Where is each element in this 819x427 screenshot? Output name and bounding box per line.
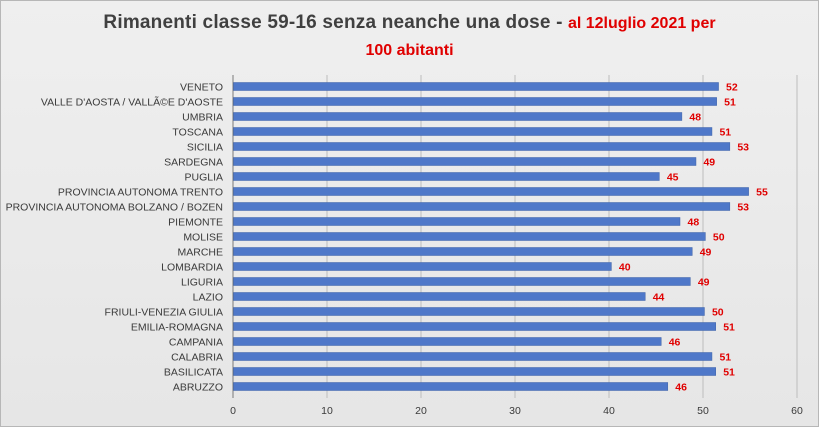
- x-tick-label: 40: [603, 405, 615, 417]
- bar: [233, 292, 646, 301]
- category-label: SARDEGNA: [164, 156, 223, 168]
- value-label: 49: [700, 246, 712, 258]
- x-tick-label: 10: [321, 405, 333, 417]
- category-label: UMBRIA: [182, 111, 223, 123]
- category-label: CALABRIA: [171, 351, 223, 363]
- category-label: LOMBARDIA: [161, 261, 223, 273]
- bar: [233, 142, 731, 151]
- value-label: 46: [675, 381, 687, 393]
- value-label: 46: [669, 336, 681, 348]
- bar: [233, 217, 681, 226]
- category-label: SICILIA: [187, 141, 223, 153]
- bar: [233, 277, 691, 286]
- value-label: 51: [723, 321, 735, 333]
- category-label: PUGLIA: [184, 171, 223, 183]
- chart-title-main: Rimanenti classe 59-16 senza neanche una…: [103, 12, 563, 33]
- category-label: LIGURIA: [181, 276, 223, 288]
- value-label: 40: [619, 261, 631, 273]
- bar: [233, 337, 662, 346]
- x-tick-label: 50: [697, 405, 709, 417]
- category-label: ABRUZZO: [173, 381, 223, 393]
- category-label: TOSCANA: [172, 126, 223, 138]
- value-label: 48: [688, 216, 700, 228]
- category-label: PROVINCIA AUTONOMA BOLZANO / BOZEN: [6, 201, 223, 213]
- value-label: 55: [756, 186, 768, 198]
- bar: [233, 112, 683, 121]
- value-label: 51: [724, 96, 736, 108]
- category-label: PROVINCIA AUTONOMA TRENTO: [58, 186, 223, 198]
- chart-title-date: al 12luglio 2021 per: [567, 15, 716, 32]
- value-label: 44: [653, 291, 665, 303]
- value-label: 51: [723, 366, 735, 378]
- bar: [233, 157, 697, 166]
- bar: [233, 82, 719, 91]
- bars: [233, 82, 749, 391]
- x-tick-label: 20: [415, 405, 427, 417]
- bar: [233, 307, 705, 316]
- bar: [233, 352, 713, 361]
- bar: [233, 97, 717, 106]
- chart-title: Rimanenti classe 59-16 senza neanche una…: [0, 10, 819, 64]
- bar: [233, 262, 612, 271]
- category-label: EMILIA-ROMAGNA: [131, 321, 223, 333]
- value-label: 45: [667, 171, 679, 183]
- bar: [233, 232, 706, 241]
- bar: [233, 247, 693, 256]
- category-label: LAZIO: [193, 291, 223, 303]
- x-tick-label: 0: [230, 405, 236, 417]
- chart-title-unit: 100 abitanti: [365, 42, 454, 59]
- category-label: MOLISE: [183, 231, 223, 243]
- value-label: 51: [719, 126, 731, 138]
- category-label: VALLE D'AOSTA / VALLÃ©E D'AOSTE: [41, 95, 223, 108]
- category-label: PIEMONTE: [168, 216, 223, 228]
- category-label: FRIULI-VENEZIA GIULIA: [105, 306, 223, 318]
- value-label: 50: [712, 306, 724, 318]
- value-label: 53: [737, 141, 749, 153]
- value-label: 52: [726, 81, 738, 93]
- bar: [233, 127, 713, 136]
- category-label: MARCHE: [177, 246, 223, 258]
- category-label: BASILICATA: [164, 366, 223, 378]
- bar: [233, 367, 716, 376]
- value-label: 49: [698, 276, 710, 288]
- value-label: 51: [719, 351, 731, 363]
- bar: [233, 172, 660, 181]
- bar: [233, 322, 716, 331]
- bar: [233, 187, 749, 196]
- category-label: VENETO: [180, 81, 223, 93]
- category-label: CAMPANIA: [169, 336, 223, 348]
- x-tick-label: 60: [791, 405, 803, 417]
- value-label: 48: [689, 111, 701, 123]
- x-tick-label: 30: [509, 405, 521, 417]
- value-label: 53: [737, 201, 749, 213]
- bar: [233, 382, 669, 391]
- labels: 0 10 20 30 40 50 60 VENETO 52 VALLE D'AOSTA / VAL…: [6, 81, 803, 417]
- bar: [233, 202, 731, 211]
- value-label: 49: [703, 156, 715, 168]
- value-label: 50: [713, 231, 725, 243]
